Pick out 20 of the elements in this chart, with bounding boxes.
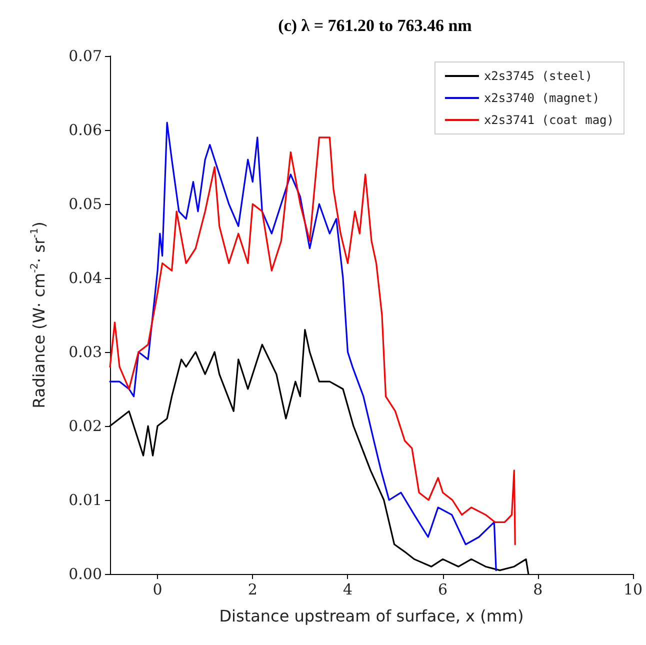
x-tick-label: 8 xyxy=(533,580,543,598)
y-tick-label: 0.02 xyxy=(68,417,102,435)
chart-title: (c) λ = 761.20 to 763.46 nm xyxy=(278,16,472,35)
x-tick-label: 0 xyxy=(152,580,162,598)
y-tick-label: 0.03 xyxy=(68,343,102,361)
x-tick-label: 10 xyxy=(623,580,643,598)
y-tick-label: 0.07 xyxy=(68,47,102,65)
y-tick-label: 0.04 xyxy=(68,269,102,287)
y-tick-label: 0.01 xyxy=(68,491,102,509)
x-tick-label: 4 xyxy=(342,580,352,598)
y-axis-title: Radiance (W· cm-2· sr-1) xyxy=(30,222,48,408)
y-tick-label: 0.06 xyxy=(68,121,102,139)
x-axis-title: Distance upstream of surface, x (mm) xyxy=(219,606,524,626)
legend-label: x2s3741 (coat mag) xyxy=(484,113,614,127)
x-tick-label: 2 xyxy=(248,580,258,598)
legend-label: x2s3745 (steel) xyxy=(484,69,592,83)
y-tick-label: 0.00 xyxy=(68,565,102,583)
legend-label: x2s3740 (magnet) xyxy=(484,91,600,105)
y-tick-label: 0.05 xyxy=(68,195,102,213)
x-tick-label: 6 xyxy=(438,580,448,598)
